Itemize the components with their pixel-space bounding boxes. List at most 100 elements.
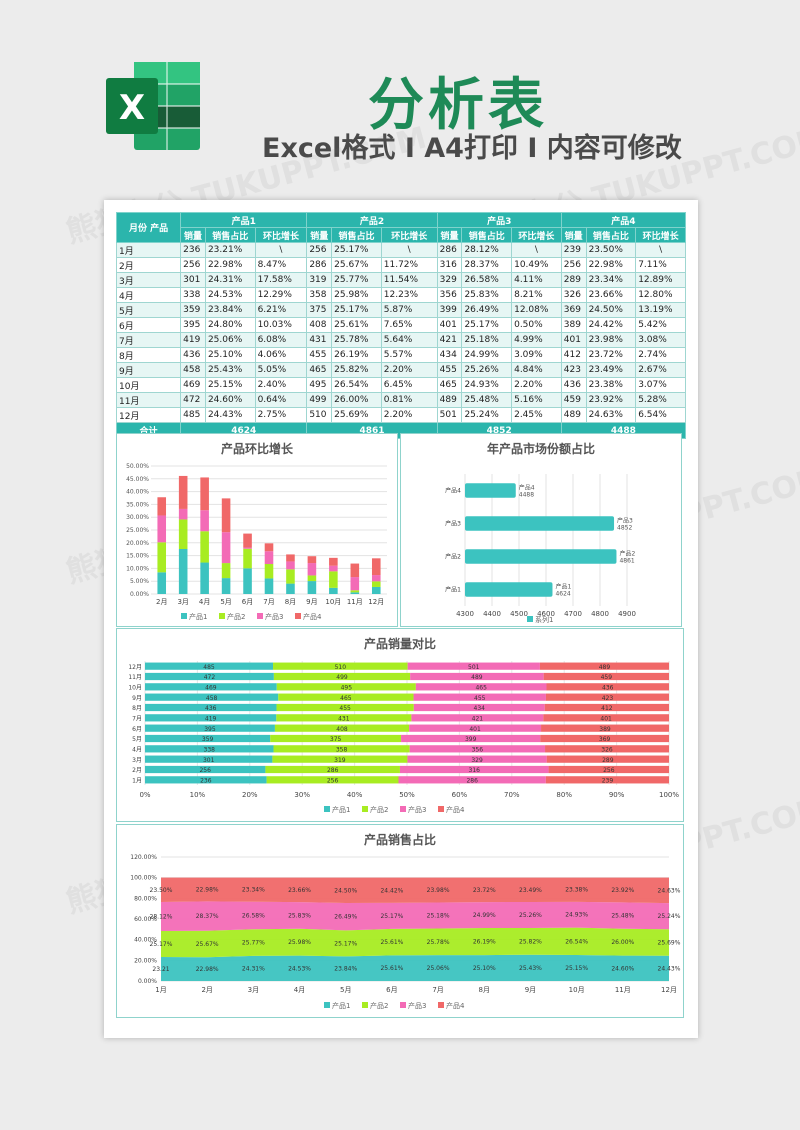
bar-segment xyxy=(221,532,231,564)
legend-label: 产品1 xyxy=(189,612,207,621)
data-label: 25.67% xyxy=(196,941,219,948)
growth-chart-svg: 0.00% 5.00% 10.00% 15.00% 20.00% 25.00% 30.00%… xyxy=(126,463,387,621)
data-cell: 25.15% xyxy=(204,377,256,393)
data-label: 26.49% xyxy=(334,914,357,921)
data-cell: 2.75% xyxy=(254,407,308,423)
x-tick-label: 4500 xyxy=(510,610,528,618)
data-label: 399 xyxy=(465,736,477,743)
bar-segment xyxy=(145,745,274,753)
legend-swatch xyxy=(324,806,330,812)
data-label: 28.37% xyxy=(196,913,219,920)
excel-logo-icon: X xyxy=(106,62,200,150)
bar-segment xyxy=(145,714,277,722)
data-label: 24.53% xyxy=(288,965,311,972)
page-subtitle: Excel格式 I A4打印 I 内容可修改 xyxy=(262,133,682,164)
data-label: 26.19% xyxy=(473,939,496,946)
table-row: 10月 469 25.15% 2.40% 495 26.54% 6.45% 465 24.93%… xyxy=(115,377,686,393)
bar-segment xyxy=(545,776,669,784)
data-cell: 395 xyxy=(180,317,206,333)
bar-segment xyxy=(371,575,381,582)
data-cell: 28.37% xyxy=(461,257,513,273)
x-tick-label: 70% xyxy=(504,791,520,799)
bar-segment xyxy=(221,498,231,533)
data-cell: 2.45% xyxy=(511,407,562,423)
data-label: 25.17% xyxy=(150,941,173,948)
data-cell: \ xyxy=(380,242,438,258)
x-tick-label: 4800 xyxy=(591,610,609,618)
data-label: 501 xyxy=(468,664,480,671)
data-cell: 24.80% xyxy=(204,317,256,333)
legend-label: 产品3 xyxy=(408,1001,426,1010)
page-header: X 分析表 Excel格式 I A4打印 I 内容可修改 xyxy=(0,0,800,200)
data-cell: 25.77% xyxy=(331,272,382,288)
data-cell: 24.53% xyxy=(204,287,256,303)
data-cell: 0.81% xyxy=(380,392,438,408)
data-cell: 499 xyxy=(306,392,333,408)
data-cell: 256 xyxy=(560,257,587,273)
y-tick-label: 60.00% xyxy=(134,916,157,923)
data-label: 286 xyxy=(466,777,478,784)
data-label: 455 xyxy=(339,705,351,712)
bar-segment xyxy=(539,662,669,670)
legend-swatch xyxy=(400,806,406,812)
data-cell: 23.98% xyxy=(585,332,637,348)
legend-swatch xyxy=(257,613,263,619)
legend-label: 系列1 xyxy=(535,615,553,624)
x-tick-label: 8月 xyxy=(479,986,490,994)
bar-segment xyxy=(157,515,167,543)
data-cell: 25.43% xyxy=(204,362,256,378)
data-label: 326 xyxy=(601,746,613,753)
data-label: 23.66% xyxy=(288,887,311,894)
data-label: 23.92% xyxy=(611,887,634,894)
month-cell: 6月 xyxy=(115,317,182,333)
data-cell: 319 xyxy=(306,272,333,288)
data-cell: 316 xyxy=(436,257,463,273)
bar-segment xyxy=(329,565,338,572)
table-corner-header: 月份 产品 xyxy=(115,212,182,243)
x-tick-label: 5月 xyxy=(220,598,231,606)
data-cell: 4.84% xyxy=(511,362,562,378)
month-cell: 12月 xyxy=(115,407,182,423)
bar-segment xyxy=(371,581,381,587)
bar-segment xyxy=(307,575,317,582)
data-label: 239 xyxy=(602,777,614,784)
y-tick-label: 80.00% xyxy=(134,895,157,902)
bar-segment xyxy=(307,581,317,594)
data-label: 24.63% xyxy=(658,887,681,894)
bar-segment xyxy=(264,578,274,594)
sales-share-chart-svg: 0.00% 20.00% 40.00% 60.00% 80.00% 100.00% 120.… xyxy=(130,854,681,1010)
x-tick-label: 80% xyxy=(556,791,572,799)
data-label: 423 xyxy=(602,695,614,702)
bar-segment xyxy=(545,693,669,701)
subheader-cell: 销量 xyxy=(180,227,206,243)
x-tick-label: 9月 xyxy=(306,598,317,606)
x-tick-label: 11月 xyxy=(347,598,363,606)
area-series xyxy=(161,901,669,932)
data-cell: 5.28% xyxy=(635,392,686,408)
data-label: 499 xyxy=(336,674,348,681)
data-cell: 510 xyxy=(306,407,333,423)
x-tick-label: 50% xyxy=(399,791,415,799)
bar-segment xyxy=(276,683,416,691)
data-label: 489 xyxy=(471,674,483,681)
bar-segment xyxy=(410,672,544,681)
data-label: 25.06% xyxy=(427,965,450,972)
x-tick-label: 7月 xyxy=(263,598,274,606)
bar-segment xyxy=(243,547,252,549)
product-header: 产品3 xyxy=(436,212,562,228)
bar-segment xyxy=(145,734,271,743)
area-series xyxy=(161,927,669,958)
data-label: 236 xyxy=(200,777,212,784)
data-cell: 23.21% xyxy=(204,242,256,258)
data-cell: 329 xyxy=(436,272,463,288)
legend-label: 产品2 xyxy=(370,805,388,814)
data-cell: 469 xyxy=(180,377,206,393)
data-cell: 4.11% xyxy=(511,272,562,288)
bar-segment xyxy=(350,577,360,591)
x-tick-label: 8月 xyxy=(285,598,296,606)
bar-segment xyxy=(264,563,274,579)
bar-segment xyxy=(307,563,317,576)
bar-segment xyxy=(200,531,209,563)
data-cell: 5.05% xyxy=(254,362,308,378)
bar-segment xyxy=(178,508,188,520)
